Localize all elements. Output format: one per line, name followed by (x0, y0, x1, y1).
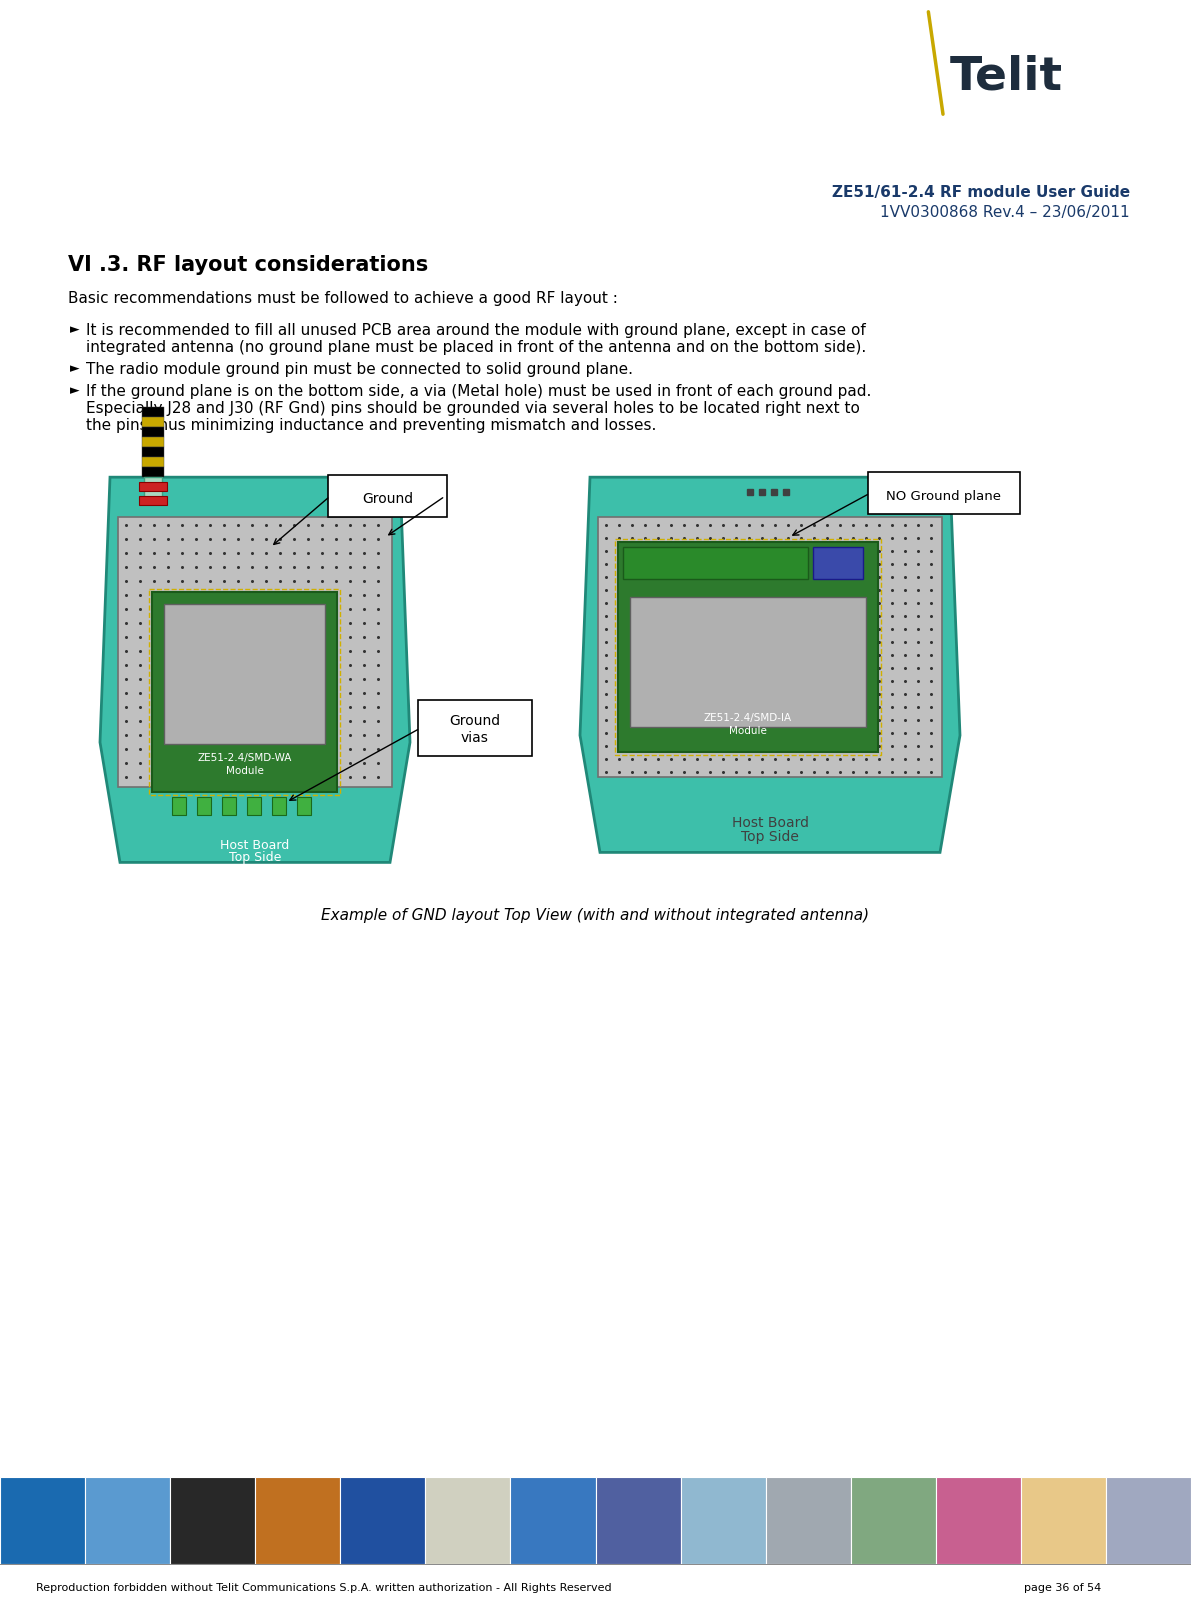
Text: ZE51-2.4/SMD-WA: ZE51-2.4/SMD-WA (198, 752, 292, 763)
Text: Module: Module (225, 767, 263, 776)
Bar (1021, 1477, 1106, 1564)
Text: Ground: Ground (449, 714, 500, 728)
Bar (142, 458, 164, 468)
FancyBboxPatch shape (164, 604, 325, 746)
Bar (596, 1477, 680, 1564)
Bar (142, 437, 164, 448)
Bar (142, 408, 164, 418)
Text: page 36 of 54: page 36 of 54 (1024, 1583, 1102, 1593)
Bar (1106, 1477, 1191, 1564)
FancyBboxPatch shape (172, 797, 186, 816)
Bar (766, 1477, 850, 1564)
Text: Example of GND layout Top View (with and without integrated antenna): Example of GND layout Top View (with and… (322, 908, 869, 922)
Bar (511, 1477, 596, 1564)
Text: Top Side: Top Side (741, 829, 799, 844)
Text: Telit: Telit (950, 55, 1064, 100)
Text: solutions: solutions (1074, 90, 1155, 108)
Text: VI .3. RF layout considerations: VI .3. RF layout considerations (68, 256, 429, 275)
Bar (139, 482, 167, 492)
Polygon shape (580, 477, 960, 853)
Polygon shape (100, 477, 410, 863)
Bar (425, 1477, 511, 1564)
Bar (0, 1477, 85, 1564)
FancyBboxPatch shape (418, 701, 532, 757)
Text: Especially J28 and J30 (RF Gnd) pins should be grounded via several holes to be : Especially J28 and J30 (RF Gnd) pins sho… (86, 400, 860, 416)
Bar (142, 418, 164, 427)
Text: Host Board: Host Board (220, 839, 289, 852)
Text: Basic recommendations must be followed to achieve a good RF layout :: Basic recommendations must be followed t… (68, 291, 618, 305)
Bar (850, 1477, 936, 1564)
FancyBboxPatch shape (630, 598, 866, 728)
Text: Reproduction forbidden without Telit Communications S.p.A. written authorization: Reproduction forbidden without Telit Com… (36, 1583, 611, 1593)
Bar (341, 1477, 425, 1564)
FancyBboxPatch shape (272, 797, 286, 816)
Text: Host Board: Host Board (731, 816, 809, 829)
FancyBboxPatch shape (297, 797, 311, 816)
FancyBboxPatch shape (197, 797, 211, 816)
Bar (170, 1477, 255, 1564)
FancyBboxPatch shape (222, 797, 236, 816)
Text: It is recommended to fill all unused PCB area around the module with ground plan: It is recommended to fill all unused PCB… (86, 323, 866, 337)
Text: vias: vias (461, 731, 490, 746)
Text: ►: ► (70, 384, 80, 397)
Text: the pins thus minimizing inductance and preventing mismatch and losses.: the pins thus minimizing inductance and … (86, 418, 656, 432)
Text: ►: ► (70, 323, 80, 336)
Text: ZE51-2.4/SMD-IA: ZE51-2.4/SMD-IA (704, 714, 792, 723)
Bar (623, 548, 807, 580)
FancyBboxPatch shape (618, 543, 878, 752)
Text: If the ground plane is on the bottom side, a via (Metal hole) must be used in fr: If the ground plane is on the bottom sid… (86, 384, 872, 399)
FancyBboxPatch shape (247, 797, 261, 816)
FancyBboxPatch shape (328, 476, 447, 517)
Bar (255, 1477, 341, 1564)
Bar (680, 1477, 766, 1564)
Text: Module: Module (729, 726, 767, 736)
Text: Ground: Ground (362, 492, 413, 506)
Text: Top Side: Top Side (229, 850, 281, 863)
Text: ZE51/61-2.4 RF module User Guide: ZE51/61-2.4 RF module User Guide (831, 185, 1130, 199)
Text: wireless: wireless (1074, 42, 1148, 59)
Bar (85, 1477, 170, 1564)
FancyBboxPatch shape (868, 472, 1019, 514)
Bar (139, 497, 167, 506)
Bar (813, 548, 863, 580)
Bar (142, 448, 164, 458)
Text: integrated antenna (no ground plane must be placed in front of the antenna and o: integrated antenna (no ground plane must… (86, 341, 866, 355)
Bar (144, 477, 162, 503)
Text: The radio module ground pin must be connected to solid ground plane.: The radio module ground pin must be conn… (86, 362, 632, 378)
Text: ►: ► (70, 362, 80, 374)
Text: 1VV0300868 Rev.4 – 23/06/2011: 1VV0300868 Rev.4 – 23/06/2011 (880, 206, 1130, 220)
Bar (142, 427, 164, 437)
Text: NO Ground plane: NO Ground plane (886, 490, 1002, 503)
FancyBboxPatch shape (118, 517, 392, 787)
FancyBboxPatch shape (598, 517, 942, 778)
Bar (936, 1477, 1021, 1564)
FancyBboxPatch shape (152, 593, 337, 792)
Bar (142, 468, 164, 477)
